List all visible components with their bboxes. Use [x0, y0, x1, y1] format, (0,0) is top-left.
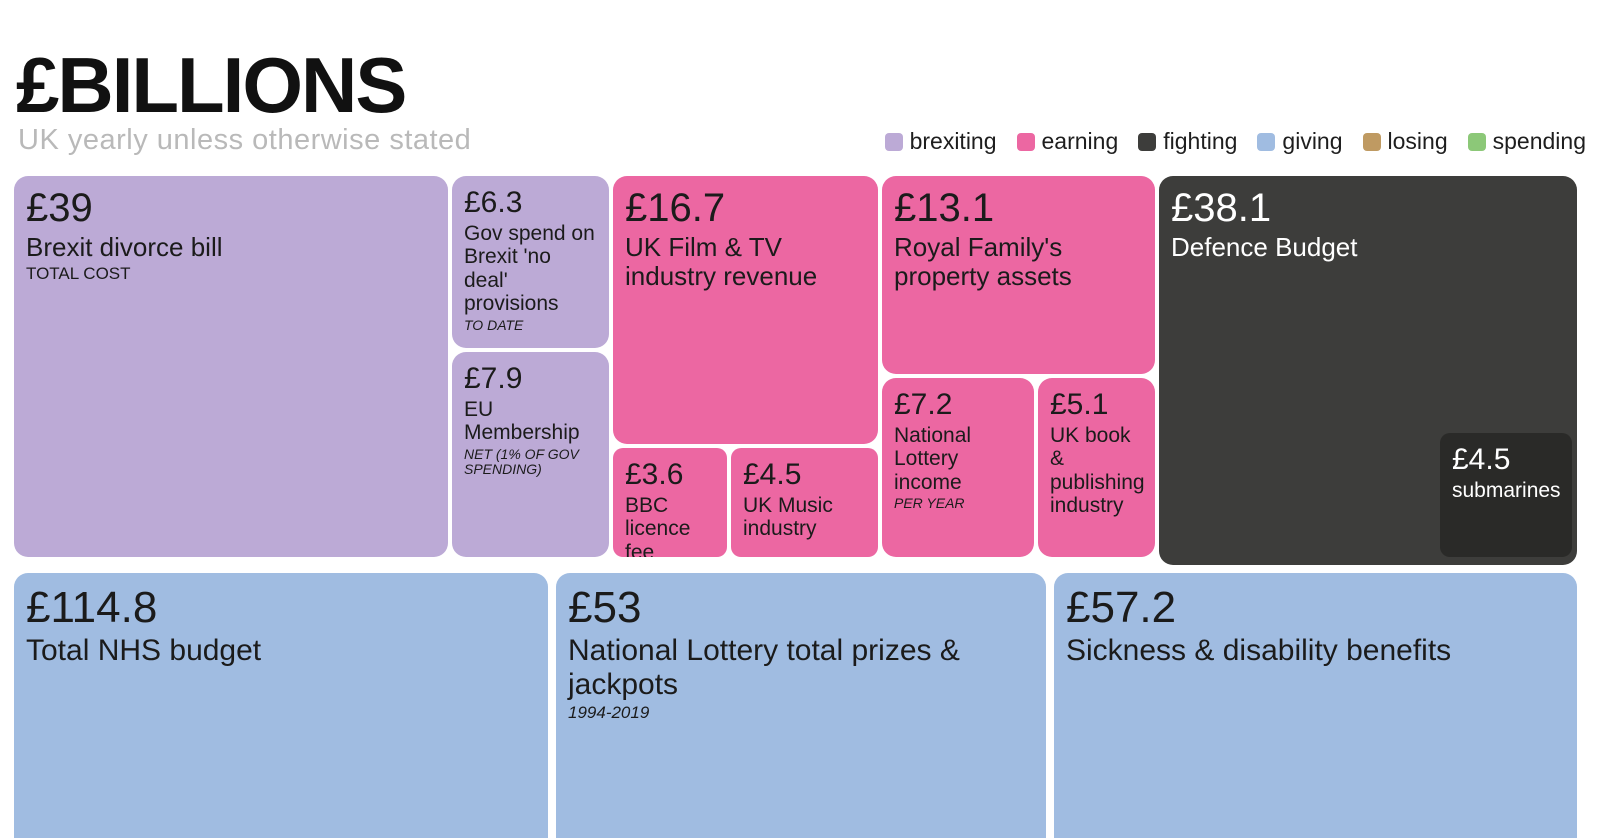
tile-label: Gov spend on Brexit 'no deal' provisions [464, 221, 595, 316]
legend-item-giving[interactable]: giving [1257, 128, 1343, 155]
tile-nhs-budget[interactable]: £114.8 Total NHS budget [14, 573, 548, 838]
legend-item-fighting[interactable]: fighting [1138, 128, 1237, 155]
tile-caption: 1994-2019 [568, 703, 650, 723]
tile-value: £6.3 [464, 186, 523, 219]
earning-swatch-icon [1016, 132, 1035, 151]
tile-value: £13.1 [894, 186, 995, 230]
tile-label: BBC licence fee revenue [625, 493, 691, 557]
legend-item-spending[interactable]: spending [1467, 128, 1586, 155]
tile-value: £4.5 [1452, 443, 1511, 476]
tile-no-deal-provisions[interactable]: £6.3 Gov spend on Brexit 'no deal' provi… [452, 176, 609, 348]
legend-label: brexiting [909, 128, 997, 154]
tile-uk-music-industry[interactable]: £4.5 UK Music industry [731, 448, 878, 557]
tile-label: UK book & publishing industry [1050, 423, 1145, 518]
legend-label: earning [1041, 128, 1119, 154]
legend-label: fighting [1163, 128, 1238, 154]
tile-national-lottery-income[interactable]: £7.2 National Lottery income PER YEAR [882, 378, 1034, 557]
tile-label: EU Membership [464, 397, 580, 445]
legend-item-losing[interactable]: losing [1362, 128, 1448, 155]
tile-bbc-licence-fee[interactable]: £3.6 BBC licence fee revenue [613, 448, 727, 557]
brexiting-swatch-icon [884, 132, 903, 151]
tile-label: Royal Family's property assets [894, 231, 1072, 291]
tile-sickness-disability-benefits[interactable]: £57.2 Sickness & disability benefits [1054, 573, 1577, 838]
tile-label: Sickness & disability benefits [1066, 634, 1452, 668]
tile-label: Defence Budget [1171, 231, 1358, 262]
tile-label: Total NHS budget [26, 634, 262, 668]
losing-swatch-icon [1362, 132, 1381, 151]
tile-caption: TOTAL COST [26, 263, 131, 283]
tile-label: National Lottery total prizes & jackpots [568, 634, 960, 701]
tile-value: £4.5 [743, 458, 802, 491]
tile-caption: TO DATE [464, 316, 524, 333]
tile-label: UK Music industry [743, 493, 833, 541]
tile-value: £3.6 [625, 458, 684, 491]
tile-value: £38.1 [1171, 186, 1272, 230]
giving-swatch-icon [1257, 132, 1276, 151]
tile-eu-membership[interactable]: £7.9 EU Membership NET (1% OF GOV SPENDI… [452, 352, 609, 557]
tile-value: £5.1 [1050, 388, 1109, 421]
tile-royal-family-assets[interactable]: £13.1 Royal Family's property assets [882, 176, 1155, 374]
tile-label: UK Film & TV industry revenue [625, 231, 818, 291]
tile-caption: PER YEAR [894, 495, 965, 512]
tile-label: Brexit divorce bill [26, 231, 223, 262]
tile-value: £16.7 [625, 186, 726, 230]
tile-brexit-divorce-bill[interactable]: £39 Brexit divorce bill TOTAL COST [14, 176, 448, 557]
tile-value: £39 [26, 186, 93, 230]
tile-lottery-prizes-jackpots[interactable]: £53 National Lottery total prizes & jack… [556, 573, 1046, 838]
tile-caption: NET (1% OF GOV SPENDING) [464, 445, 579, 478]
tile-value: £53 [568, 583, 642, 632]
tile-book-publishing-industry[interactable]: £5.1 UK book & publishing industry [1038, 378, 1155, 557]
page-title: £BILLIONS [16, 41, 407, 129]
legend-label: spending [1492, 128, 1586, 154]
legend: brexiting earning fighting giving losing… [884, 128, 1586, 155]
legend-label: losing [1387, 128, 1448, 154]
page-subtitle: UK yearly unless otherwise stated [18, 124, 472, 156]
legend-label: giving [1282, 128, 1343, 154]
tile-film-tv-revenue[interactable]: £16.7 UK Film & TV industry revenue [613, 176, 878, 444]
tile-value: £7.2 [894, 388, 953, 421]
tile-value: £114.8 [26, 583, 158, 632]
spending-swatch-icon [1467, 132, 1486, 151]
tile-label: National Lottery income [894, 423, 972, 494]
tile-value: £57.2 [1066, 583, 1177, 632]
legend-item-earning[interactable]: earning [1016, 128, 1119, 155]
tile-value: £7.9 [464, 362, 523, 395]
tile-submarines[interactable]: £4.5 submarines [1440, 433, 1572, 557]
tile-label: submarines [1452, 478, 1561, 502]
fighting-swatch-icon [1138, 132, 1157, 151]
legend-item-brexiting[interactable]: brexiting [884, 128, 997, 155]
